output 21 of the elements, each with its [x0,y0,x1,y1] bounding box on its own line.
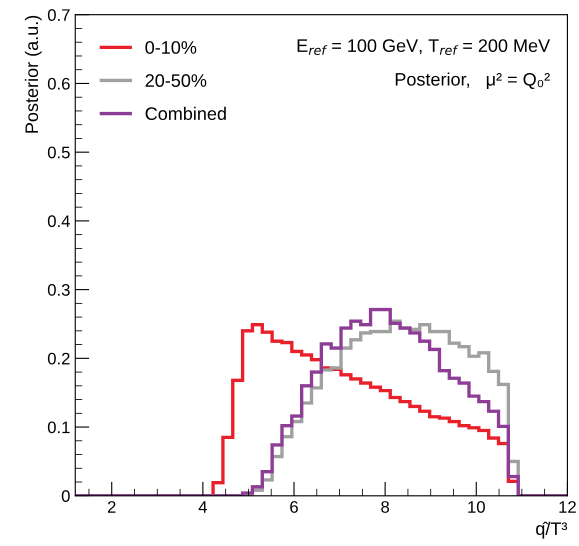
y-tick-label: 0.1 [48,421,70,434]
y-tick-label: 0 [62,490,70,502]
legend-label: 20-50% [146,74,206,87]
y-tick-label: 0.5 [48,146,70,158]
y-tick-label: 0.4 [48,215,70,228]
annotation: Posterior, μ² = Q₀² [396,72,550,90]
y-tick-label: 0.2 [48,352,70,365]
x-axis-title: q̂/T³ [536,522,568,539]
x-tick-label: 8 [381,501,390,513]
y-tick-label: 0.6 [48,78,70,90]
x-tick-label: 10 [468,501,485,513]
legend-label: 0-10% [145,41,196,54]
x-tick-label: 4 [198,501,208,513]
y-axis-title: Posterior (a.u.) [24,16,42,133]
legend-label: Combined [146,106,226,120]
x-tick-label: 12 [559,501,576,513]
x-tick-label: 6 [290,501,298,513]
annotation: E$_{ref}$ = 100 GeV, T$_{ref}$ = 200 MeV [298,39,550,55]
y-tick-label: 0.3 [48,284,70,296]
y-tick-label: 0.7 [48,9,70,21]
x-tick-label: 2 [108,501,116,513]
